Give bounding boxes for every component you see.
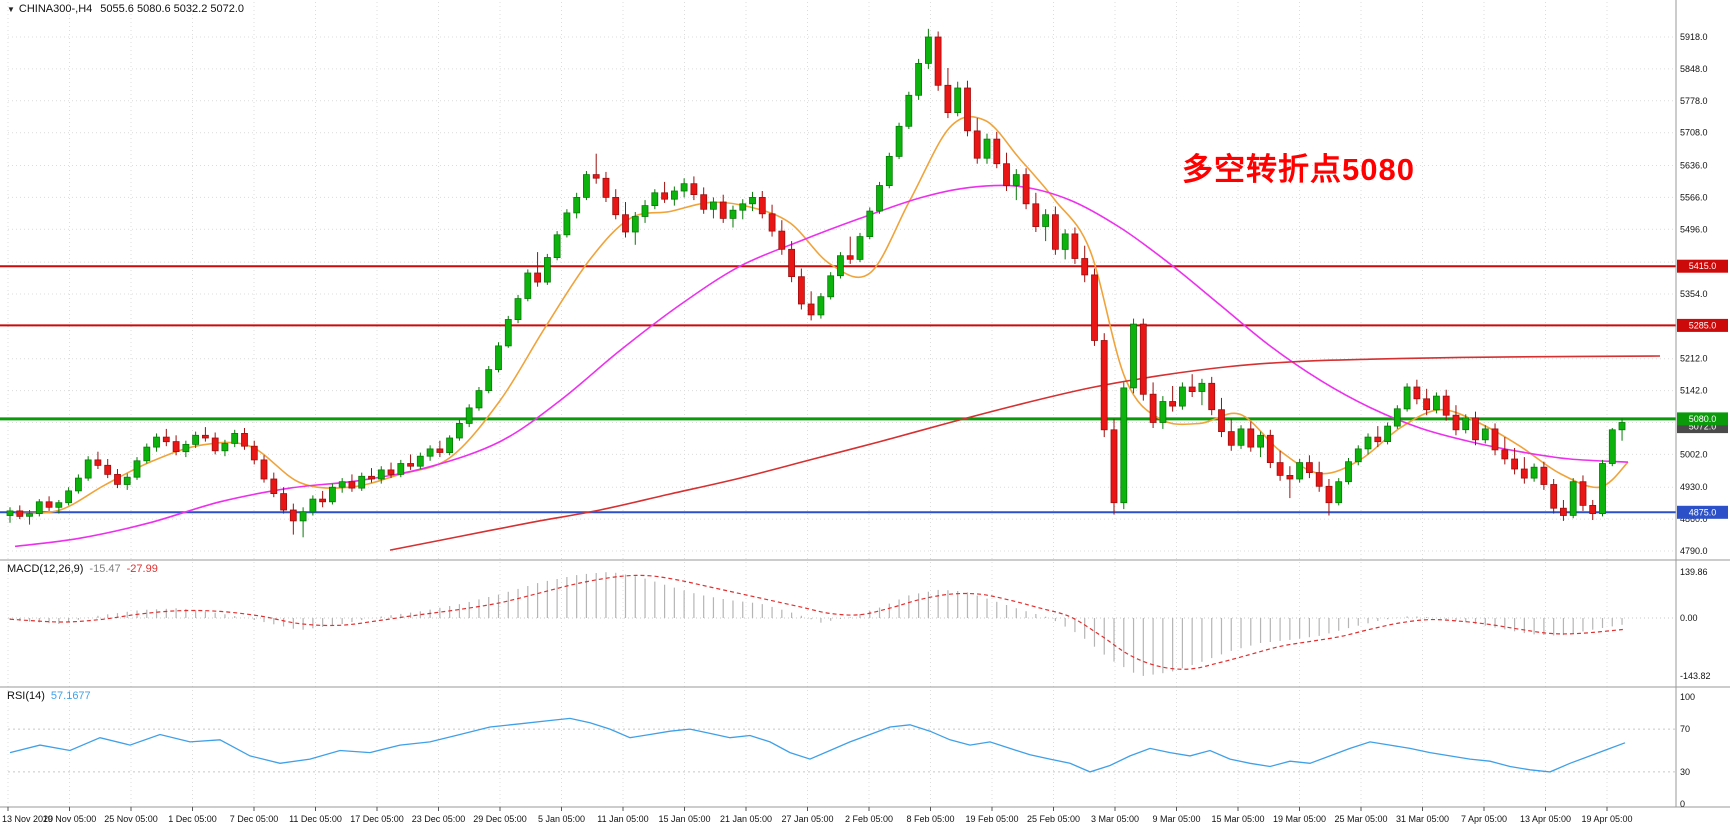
time-axis-label: 7 Apr 05:00: [1461, 814, 1507, 824]
svg-text:5566.0: 5566.0: [1680, 192, 1708, 202]
time-axis-label: 25 Feb 05:00: [1027, 814, 1080, 824]
svg-text:4790.0: 4790.0: [1680, 546, 1708, 556]
time-axis-label: 25 Nov 05:00: [104, 814, 158, 824]
rsi-line: [9, 717, 1626, 773]
svg-text:5778.0: 5778.0: [1680, 96, 1708, 106]
svg-text:5212.0: 5212.0: [1680, 354, 1708, 364]
time-axis-label: 23 Dec 05:00: [412, 814, 466, 824]
time-axis-label: 17 Dec 05:00: [350, 814, 404, 824]
price-badges: 5072.0 5415.0 5285.0 4875.0 5080.0: [1677, 259, 1728, 519]
macd-signal-line: [9, 574, 1626, 670]
time-axis-label: 11 Jan 05:00: [597, 814, 648, 824]
time-axis-label: 25 Mar 05:00: [1334, 814, 1387, 824]
svg-text:30: 30: [1680, 767, 1690, 777]
time-axis-label: 29 Dec 05:00: [473, 814, 527, 824]
time-axis-label: 19 Feb 05:00: [965, 814, 1018, 824]
time-axis-label: 1 Dec 05:00: [168, 814, 217, 824]
svg-text:139.86: 139.86: [1680, 567, 1708, 577]
symbol-dropdown-icon[interactable]: ▼: [7, 5, 15, 14]
svg-text:5636.0: 5636.0: [1680, 161, 1708, 171]
svg-text:70: 70: [1680, 724, 1690, 734]
svg-text:5080.0: 5080.0: [1689, 414, 1717, 424]
svg-text:5002.0: 5002.0: [1680, 449, 1708, 459]
time-axis-label: 11 Dec 05:00: [289, 814, 342, 824]
ma-mid: [14, 184, 1629, 548]
time-axis-label: 2 Feb 05:00: [845, 814, 893, 824]
svg-text:5354.0: 5354.0: [1680, 289, 1708, 299]
panel-borders[interactable]: [0, 0, 1730, 808]
time-axis-label: 13 Nov 2020: [2, 814, 53, 824]
svg-text:5285.0: 5285.0: [1689, 320, 1717, 330]
price-axis[interactable]: 5918.0 5848.0 5778.0 5708.0 5636.0 5566.0 5496…: [1680, 32, 1711, 809]
ma-slow: [389, 355, 1661, 551]
time-axis-label: 3 Mar 05:00: [1091, 814, 1139, 824]
candles-layer: [6, 28, 1626, 538]
svg-text:4930.0: 4930.0: [1680, 482, 1708, 492]
time-axis-label: 19 Mar 05:00: [1273, 814, 1326, 824]
time-axis-label: 7 Dec 05:00: [230, 814, 279, 824]
time-axis-label: 13 Apr 05:00: [1520, 814, 1571, 824]
svg-text:5918.0: 5918.0: [1680, 32, 1708, 42]
svg-text:5708.0: 5708.0: [1680, 128, 1708, 138]
time-axis-label: 5 Jan 05:00: [538, 814, 585, 824]
time-axis-label: 15 Jan 05:00: [658, 814, 710, 824]
svg-text:100: 100: [1680, 692, 1695, 702]
svg-text:5496.0: 5496.0: [1680, 224, 1708, 234]
svg-text:0.00: 0.00: [1680, 613, 1698, 623]
svg-text:4875.0: 4875.0: [1689, 507, 1717, 517]
svg-text:5142.0: 5142.0: [1680, 386, 1708, 396]
time-axis-label: 19 Apr 05:00: [1581, 814, 1632, 824]
time-axis-label: 15 Mar 05:00: [1211, 814, 1264, 824]
time-axis-label: 8 Feb 05:00: [906, 814, 954, 824]
svg-text:5072.0: 5072.0: [1689, 422, 1717, 432]
time-axis-label: 27 Jan 05:00: [781, 814, 833, 824]
svg-text:4860.0: 4860.0: [1680, 514, 1708, 524]
time-axis-label: 19 Nov 05:00: [43, 814, 97, 824]
svg-text:-143.82: -143.82: [1680, 671, 1711, 681]
moving-average-lines: [14, 115, 1661, 551]
time-axis-label: 21 Jan 05:00: [720, 814, 772, 824]
svg-text:5848.0: 5848.0: [1680, 64, 1708, 74]
grid-lines: [7, 2, 1676, 807]
horizontal-level-lines[interactable]: [0, 265, 1676, 514]
time-axis-label: 9 Mar 05:00: [1152, 814, 1200, 824]
time-axis-label: 31 Mar 05:00: [1396, 814, 1449, 824]
svg-text:5415.0: 5415.0: [1689, 261, 1717, 271]
svg-text:0: 0: [1680, 799, 1685, 809]
macd-panel: [9, 572, 1626, 676]
rsi-panel: [9, 717, 1626, 773]
